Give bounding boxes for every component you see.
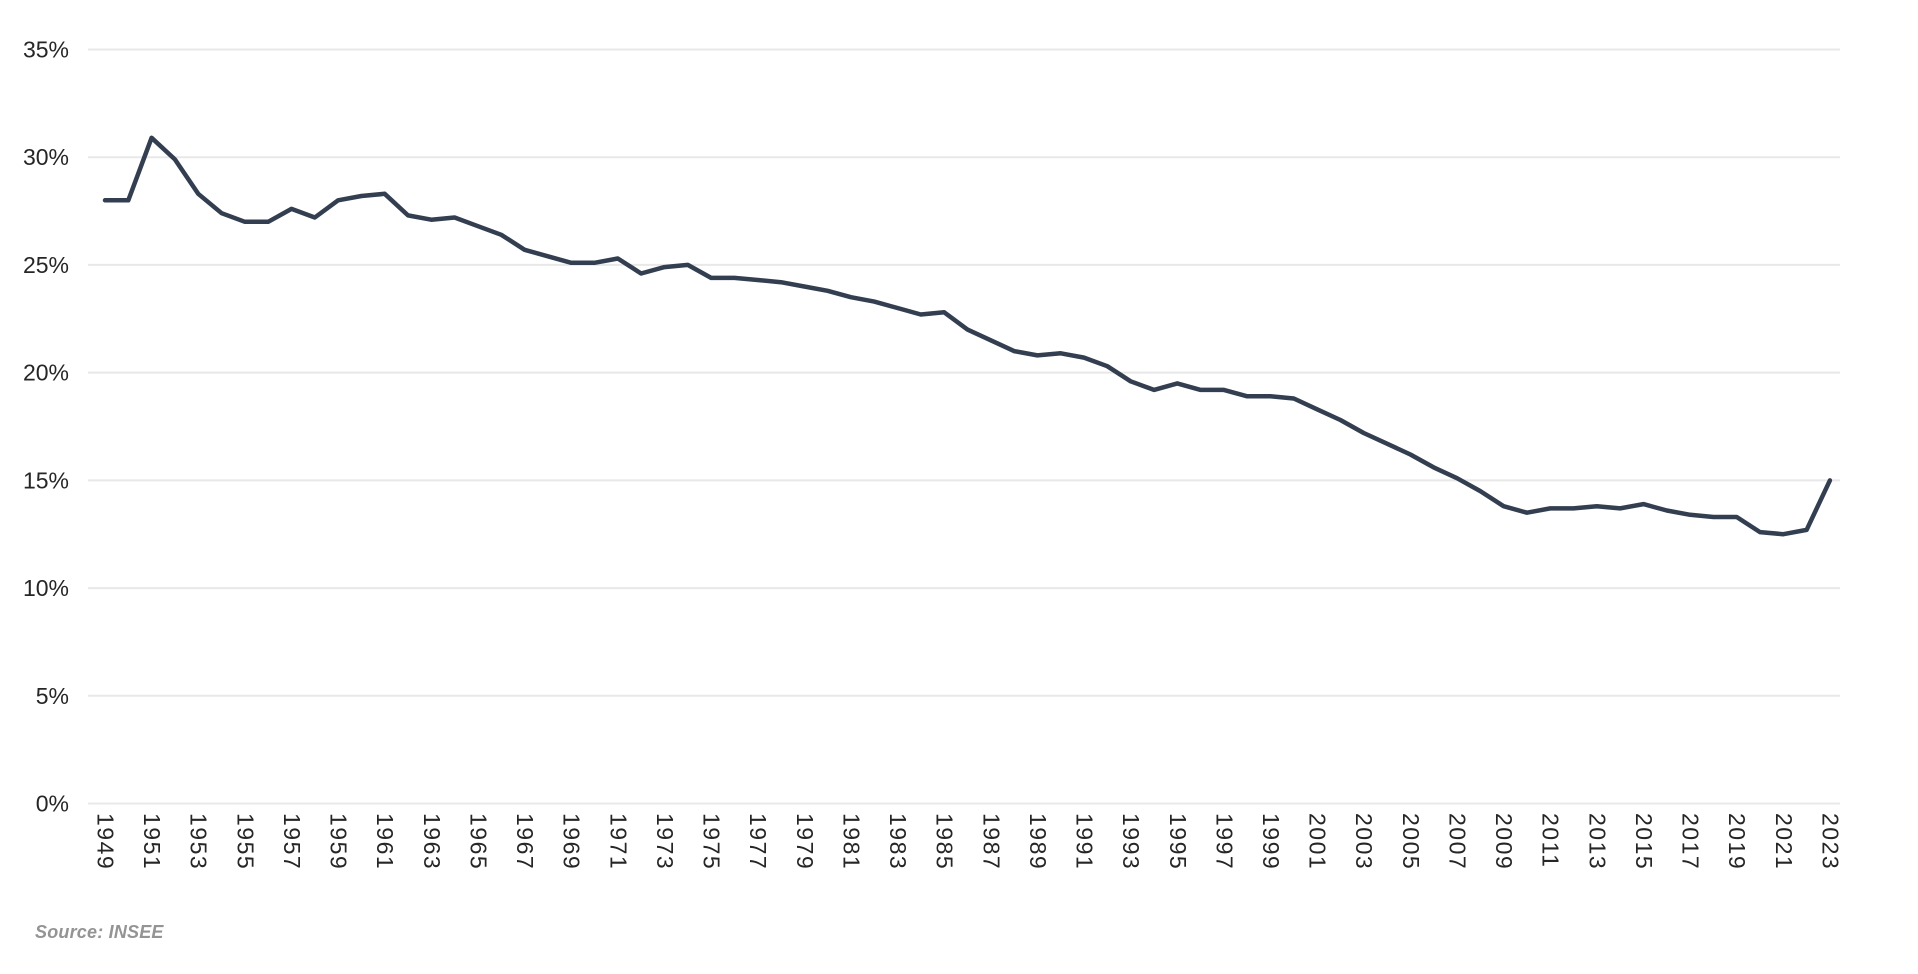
data-line: [102, 135, 1833, 537]
x-tick-label: 1965: [465, 813, 491, 870]
x-tick-label: 1989: [1025, 813, 1051, 870]
x-tick-label: 1993: [1118, 813, 1144, 870]
x-tick-label: 1985: [932, 813, 958, 870]
x-tick-label: 1951: [139, 813, 165, 870]
x-tick-label: 2001: [1305, 813, 1331, 870]
y-tick-label: 10%: [23, 575, 69, 601]
source-note: Source: INSEE: [35, 922, 164, 942]
x-tick-label: 1979: [792, 813, 818, 870]
x-tick-label: 2009: [1491, 813, 1517, 870]
y-tick-label: 0%: [36, 791, 69, 817]
y-tick-label: 30%: [23, 144, 69, 170]
x-tick-label: 2023: [1817, 813, 1843, 870]
x-tick-label: 1987: [978, 813, 1004, 870]
x-tick-label: 2003: [1351, 813, 1377, 870]
y-tick-label: 15%: [23, 467, 69, 493]
x-tick-label: 2015: [1631, 813, 1657, 870]
x-tick-label: 1997: [1211, 813, 1237, 870]
x-tick-label: 1959: [326, 813, 352, 870]
x-tick-label: 1969: [559, 813, 585, 870]
x-tick-label: 2007: [1444, 813, 1470, 870]
x-tick-label: 1961: [372, 813, 398, 870]
x-tick-label: 1983: [885, 813, 911, 870]
y-tick-label: 25%: [23, 252, 69, 278]
x-tick-label: 1995: [1165, 813, 1191, 870]
x-tick-label: 1981: [838, 813, 864, 870]
x-tick-label: 1949: [93, 813, 119, 870]
x-tick-label: 2017: [1678, 813, 1704, 870]
x-tick-label: 1953: [186, 813, 212, 870]
x-tick-label: 1955: [232, 813, 258, 870]
x-tick-label: 1971: [605, 813, 631, 870]
gridlines: [88, 48, 1840, 805]
y-tick-label: 5%: [36, 683, 69, 709]
x-tick-label: 1957: [279, 813, 305, 870]
x-tick-label: 2011: [1538, 813, 1564, 868]
y-tick-label: 35%: [23, 37, 69, 63]
x-tick-label: 2019: [1724, 813, 1750, 870]
x-tick-label: 1973: [652, 813, 678, 870]
x-tick-label: 1977: [745, 813, 771, 870]
y-tick-label: 20%: [23, 360, 69, 386]
x-tick-label: 2021: [1771, 813, 1797, 870]
x-tick-label: 1967: [512, 813, 538, 870]
x-tick-label: 2005: [1398, 813, 1424, 870]
y-axis-tick-labels: 0% 5% 10% 15% 20% 25% 30% 35%: [23, 37, 69, 817]
x-axis-tick-labels: 1949 1951 1953 1955 1957 1959 1961 1963 1965 1967…: [93, 813, 1844, 870]
x-tick-label: 2013: [1584, 813, 1610, 870]
x-tick-label: 1991: [1072, 813, 1098, 870]
x-tick-label: 1999: [1258, 813, 1284, 870]
x-tick-label: 1975: [699, 813, 725, 870]
x-tick-label: 1963: [419, 813, 445, 870]
